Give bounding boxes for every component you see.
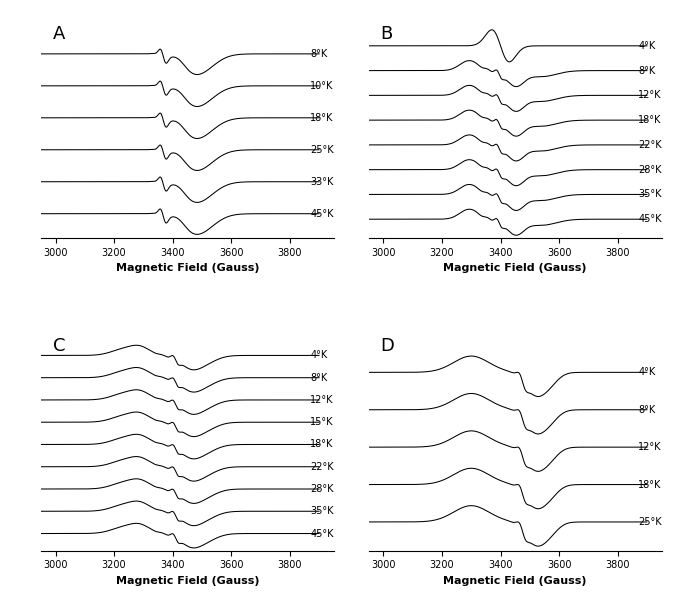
Text: 8°K: 8°K bbox=[638, 405, 655, 415]
Text: C: C bbox=[53, 337, 65, 355]
Text: 8°K: 8°K bbox=[638, 65, 655, 76]
Text: A: A bbox=[53, 25, 65, 43]
Text: 25°K: 25°K bbox=[638, 517, 662, 527]
Text: 33°K: 33°K bbox=[310, 177, 333, 187]
Text: 35°K: 35°K bbox=[310, 506, 333, 516]
Text: 4°K: 4°K bbox=[310, 350, 327, 361]
Text: B: B bbox=[381, 25, 393, 43]
X-axis label: Magnetic Field (Gauss): Magnetic Field (Gauss) bbox=[443, 576, 587, 586]
Text: 15°K: 15°K bbox=[310, 417, 333, 427]
Text: 8°K: 8°K bbox=[310, 373, 327, 383]
Text: 22°K: 22°K bbox=[310, 462, 334, 472]
X-axis label: Magnetic Field (Gauss): Magnetic Field (Gauss) bbox=[115, 576, 259, 586]
Text: 45°K: 45°K bbox=[310, 529, 333, 538]
Text: 22°K: 22°K bbox=[638, 140, 662, 150]
Text: 25°K: 25°K bbox=[310, 145, 334, 155]
X-axis label: Magnetic Field (Gauss): Magnetic Field (Gauss) bbox=[443, 263, 587, 273]
Text: 18°K: 18°K bbox=[310, 113, 333, 123]
Text: 12°K: 12°K bbox=[638, 442, 662, 452]
Text: 12°K: 12°K bbox=[638, 90, 662, 100]
Text: 35°K: 35°K bbox=[638, 189, 662, 200]
Text: 8°K: 8°K bbox=[310, 49, 327, 59]
Text: 10°K: 10°K bbox=[310, 81, 333, 91]
Text: 18°K: 18°K bbox=[638, 115, 662, 125]
Text: 45°K: 45°K bbox=[310, 209, 333, 218]
X-axis label: Magnetic Field (Gauss): Magnetic Field (Gauss) bbox=[115, 263, 259, 273]
Text: 28°K: 28°K bbox=[638, 165, 662, 175]
Text: 4°K: 4°K bbox=[638, 367, 655, 378]
Text: D: D bbox=[381, 337, 394, 355]
Text: 45°K: 45°K bbox=[638, 214, 662, 224]
Text: 12°K: 12°K bbox=[310, 395, 333, 405]
Text: 4°K: 4°K bbox=[638, 41, 655, 51]
Text: 18°K: 18°K bbox=[638, 480, 662, 489]
Text: 28°K: 28°K bbox=[310, 484, 333, 494]
Text: 18°K: 18°K bbox=[310, 439, 333, 450]
